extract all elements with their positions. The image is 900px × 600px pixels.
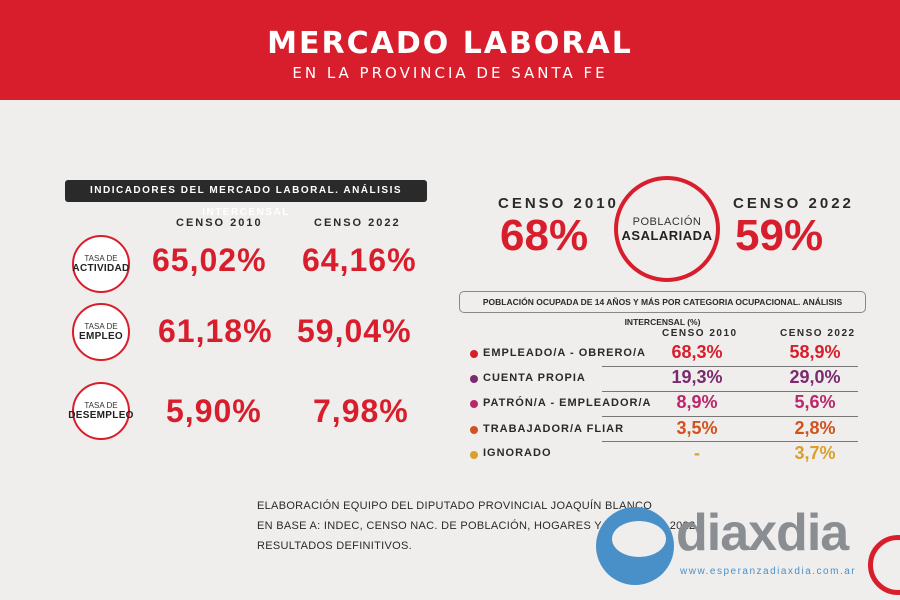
category-2022-value: 29,0%: [789, 367, 841, 387]
category-label: EMPLEADO/A - OBRERO/A: [483, 347, 646, 359]
logo-wordmark: diaxdia: [676, 504, 849, 562]
asalariada-label-2010: CENSO 2010: [498, 195, 619, 212]
indicators-col-2022: CENSO 2022: [314, 217, 401, 229]
category-2010-value: 19,3%: [671, 367, 723, 387]
footer-line1: ELABORACIÓN EQUIPO DEL DIPUTADO PROVINCI…: [257, 500, 653, 512]
indicator-badge-name: ACTIVIDAD: [72, 263, 130, 274]
category-label: TRABAJADOR/A FLIAR: [483, 423, 625, 435]
asalariada-circle: POBLACIÓN ASALARIADA: [614, 176, 720, 282]
category-2010-value: -: [694, 443, 700, 463]
category-label: CUENTA PROPIA: [483, 372, 586, 384]
page-subtitle: EN LA PROVINCIA DE SANTA FE: [292, 64, 608, 82]
category-dot: [470, 426, 478, 434]
indicator-badge-small: TASA DE: [84, 254, 118, 263]
row-divider: [602, 441, 858, 442]
footer-line3: RESULTADOS DEFINITIVOS.: [257, 540, 413, 552]
category-2022-value: 2,8%: [794, 418, 836, 438]
category-2022-value: 5,6%: [794, 392, 836, 412]
row-divider: [602, 366, 858, 367]
category-2010-value: 8,9%: [676, 392, 718, 412]
indicators-col-2010: CENSO 2010: [176, 217, 263, 229]
indicator-badge-small: TASA DE: [84, 401, 118, 410]
page-title: MERCADO LABORAL: [267, 26, 633, 61]
asalariada-circle-line1: POBLACIÓN: [632, 215, 702, 228]
indicators-title: INDICADORES DEL MERCADO LABORAL. ANÁLISI…: [65, 180, 427, 218]
footer-line2: EN BASE A: INDEC, CENSO NAC. DE POBLACIÓ…: [257, 520, 696, 532]
indicator-badge-actividad: TASA DE ACTIVIDAD: [72, 235, 130, 293]
category-2022-value: 3,7%: [794, 443, 836, 463]
actividad-2010-value: 65,02%: [152, 242, 267, 278]
asalariada-circle-line2: ASALARIADA: [621, 227, 713, 243]
occupational-title: POBLACIÓN OCUPADA DE 14 AÑOS Y MÁS POR C…: [459, 291, 866, 327]
desempleo-2022-value: 7,98%: [313, 393, 409, 429]
category-label: PATRÓN/A - EMPLEADOR/A: [483, 397, 652, 409]
empleo-2010-value: 61,18%: [158, 313, 273, 349]
asalariada-value-2010: 68%: [500, 211, 589, 260]
category-dot: [470, 375, 478, 383]
category-2022-value: 58,9%: [789, 342, 841, 362]
category-dot: [470, 350, 478, 358]
category-2010-value: 68,3%: [671, 342, 723, 362]
category-label: IGNORADO: [483, 447, 552, 459]
occupational-col-2022: CENSO 2022: [780, 328, 856, 339]
logo-url: www.esperanzadiaxdia.com.ar: [680, 566, 857, 577]
row-divider: [602, 391, 858, 392]
empleo-2022-value: 59,04%: [297, 313, 412, 349]
occupational-col-2010: CENSO 2010: [662, 328, 738, 339]
actividad-2022-value: 64,16%: [302, 242, 417, 278]
row-divider: [602, 416, 858, 417]
indicator-badge-name: DESEMPLEO: [68, 410, 134, 421]
header-banner: MERCADO LABORAL EN LA PROVINCIA DE SANTA…: [0, 0, 900, 100]
category-2010-value: 3,5%: [676, 418, 718, 438]
asalariada-label-2022: CENSO 2022: [733, 195, 854, 212]
indicator-badge-name: EMPLEO: [78, 331, 124, 342]
indicator-badge-small: TASA DE: [84, 322, 118, 331]
category-dot: [470, 400, 478, 408]
indicator-badge-empleo: TASA DE EMPLEO: [72, 303, 130, 361]
asalariada-value-2022: 59%: [735, 211, 824, 260]
desempleo-2010-value: 5,90%: [166, 393, 262, 429]
category-dot: [470, 451, 478, 459]
indicator-badge-desempleo: TASA DE DESEMPLEO: [68, 382, 133, 440]
logo-e-icon: [596, 507, 674, 585]
corner-circle-decoration: [868, 535, 900, 595]
